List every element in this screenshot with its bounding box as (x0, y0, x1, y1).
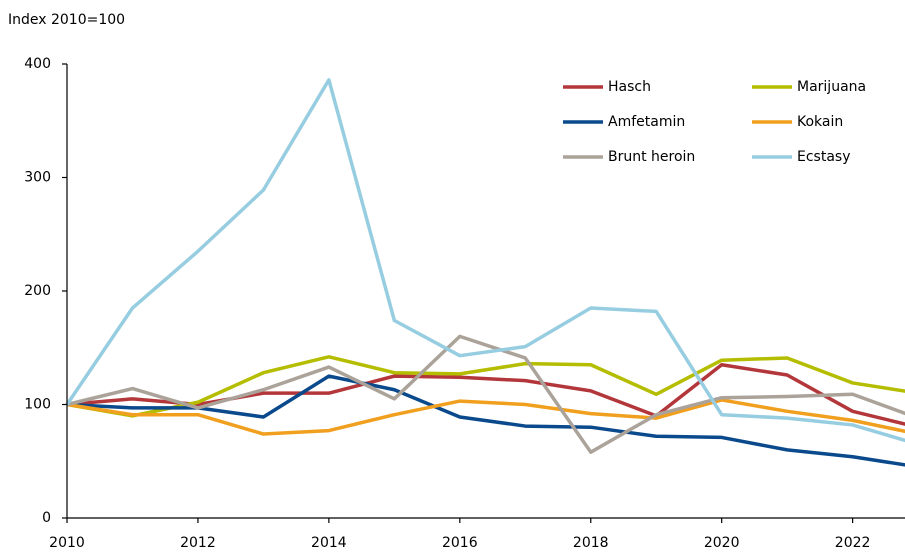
series-line (65, 78, 905, 443)
legend-label: Ecstasy (797, 149, 850, 165)
legend-label: Kokain (797, 114, 843, 130)
series-line (66, 334, 905, 454)
legend-label: Amfetamin (608, 114, 685, 130)
y-tick-label: 300 (24, 170, 51, 186)
series-line (66, 355, 905, 418)
y-tick-label: 0 (42, 510, 51, 526)
legend-label: Marijuana (797, 79, 866, 95)
x-tick-label: 2022 (835, 535, 871, 551)
x-tick-label: 2010 (49, 535, 85, 551)
y-tick-label: 400 (24, 56, 51, 72)
x-tick-label: 2014 (311, 535, 347, 551)
series-line (66, 363, 905, 426)
axis-label: Index 2010=100 (8, 12, 125, 28)
x-tick-label: 2020 (704, 535, 740, 551)
series-line (66, 374, 905, 467)
legend-label: Brunt heroin (608, 149, 695, 165)
x-tick-label: 2018 (573, 535, 609, 551)
plot-area (65, 78, 905, 467)
series-line (66, 398, 905, 436)
x-tick-label: 2012 (180, 535, 216, 551)
x-tick-label: 2016 (442, 535, 478, 551)
y-tick-label: 200 (24, 283, 51, 299)
y-tick-label: 100 (24, 397, 51, 413)
legend-label: Hasch (608, 79, 651, 95)
